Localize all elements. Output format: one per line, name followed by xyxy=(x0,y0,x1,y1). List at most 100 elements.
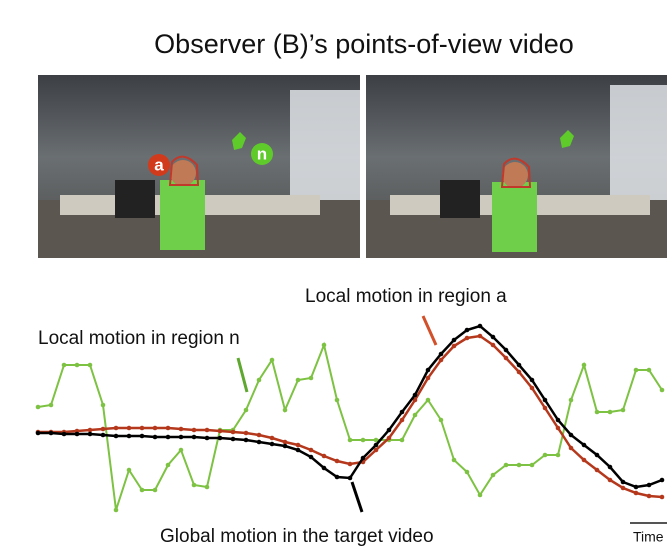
data-point xyxy=(205,485,210,490)
data-point xyxy=(426,398,431,403)
data-point xyxy=(166,426,171,431)
data-point xyxy=(322,466,327,471)
data-point xyxy=(153,426,158,431)
data-point xyxy=(114,426,119,431)
data-point xyxy=(374,443,379,448)
data-point xyxy=(114,434,119,439)
data-point xyxy=(582,363,587,368)
plot xyxy=(36,324,665,513)
data-point xyxy=(309,376,314,381)
annotation: Local motion in region n xyxy=(38,328,240,349)
data-point xyxy=(595,468,600,473)
data-point xyxy=(270,436,275,441)
data-point xyxy=(205,428,210,433)
data-point xyxy=(335,475,340,480)
data-point xyxy=(36,405,41,410)
data-point xyxy=(569,446,574,451)
data-point xyxy=(88,432,93,437)
pointer xyxy=(352,482,362,512)
data-point xyxy=(257,433,262,438)
data-point xyxy=(140,426,145,431)
data-point xyxy=(517,370,522,375)
data-point xyxy=(361,438,366,443)
data-point xyxy=(231,430,236,435)
data-point xyxy=(49,403,54,408)
data-point xyxy=(62,432,67,437)
data-point xyxy=(179,435,184,440)
data-point xyxy=(608,465,613,470)
data-point xyxy=(478,334,483,339)
data-point xyxy=(634,485,639,490)
data-point xyxy=(621,480,626,485)
data-point xyxy=(556,418,561,423)
data-point xyxy=(283,440,288,445)
data-point xyxy=(179,448,184,453)
data-point xyxy=(595,410,600,415)
data-point xyxy=(335,459,340,464)
annotation: Local motion in region a xyxy=(305,286,507,307)
data-point xyxy=(569,433,574,438)
data-point xyxy=(257,378,262,383)
data-point xyxy=(309,448,314,453)
data-point xyxy=(582,458,587,463)
x-axis-label: Time xyxy=(633,529,664,545)
data-point xyxy=(517,363,522,368)
data-point xyxy=(88,428,93,433)
data-point xyxy=(231,437,236,442)
data-point xyxy=(530,378,535,383)
data-point xyxy=(322,454,327,459)
data-point xyxy=(595,453,600,458)
data-point xyxy=(478,324,483,329)
data-point xyxy=(465,470,470,475)
data-point xyxy=(452,344,457,349)
data-point xyxy=(36,431,41,436)
data-point xyxy=(75,363,80,368)
data-point xyxy=(478,493,483,498)
data-point xyxy=(543,398,548,403)
data-point xyxy=(582,443,587,448)
data-point xyxy=(400,438,405,443)
data-point xyxy=(192,435,197,440)
data-point xyxy=(88,363,93,368)
data-point xyxy=(543,453,548,458)
annotation-text: Local motion in region a xyxy=(305,286,507,307)
annotation: Global motion in the target video xyxy=(160,526,434,547)
data-point xyxy=(127,434,132,439)
data-point xyxy=(218,436,223,441)
data-point xyxy=(452,338,457,343)
data-point xyxy=(244,438,249,443)
data-point xyxy=(62,363,67,368)
data-point xyxy=(504,356,509,361)
data-point xyxy=(517,463,522,468)
data-point xyxy=(387,428,392,433)
data-point xyxy=(270,442,275,447)
data-point xyxy=(296,378,301,383)
data-point xyxy=(283,444,288,449)
data-point xyxy=(621,408,626,413)
data-point xyxy=(127,426,132,431)
data-point xyxy=(218,429,223,434)
data-point xyxy=(608,478,613,483)
data-point xyxy=(101,433,106,438)
data-point xyxy=(569,398,574,403)
data-point xyxy=(647,494,652,499)
data-point xyxy=(504,348,509,353)
data-point xyxy=(400,418,405,423)
data-point xyxy=(387,436,392,441)
data-point xyxy=(374,448,379,453)
data-point xyxy=(491,473,496,478)
pointer xyxy=(238,358,247,392)
data-point xyxy=(270,358,275,363)
data-point xyxy=(491,335,496,340)
data-point xyxy=(114,508,119,513)
data-point xyxy=(530,386,535,391)
data-point xyxy=(413,413,418,418)
data-point xyxy=(283,408,288,413)
data-point xyxy=(439,358,444,363)
title: Observer (B)’s points-of-view video xyxy=(154,29,574,59)
data-point xyxy=(452,458,457,463)
data-point xyxy=(296,448,301,453)
figure: Observer (B)’s points-of-view video a n … xyxy=(0,0,667,547)
region-label: a xyxy=(154,155,164,174)
data-point xyxy=(426,376,431,381)
